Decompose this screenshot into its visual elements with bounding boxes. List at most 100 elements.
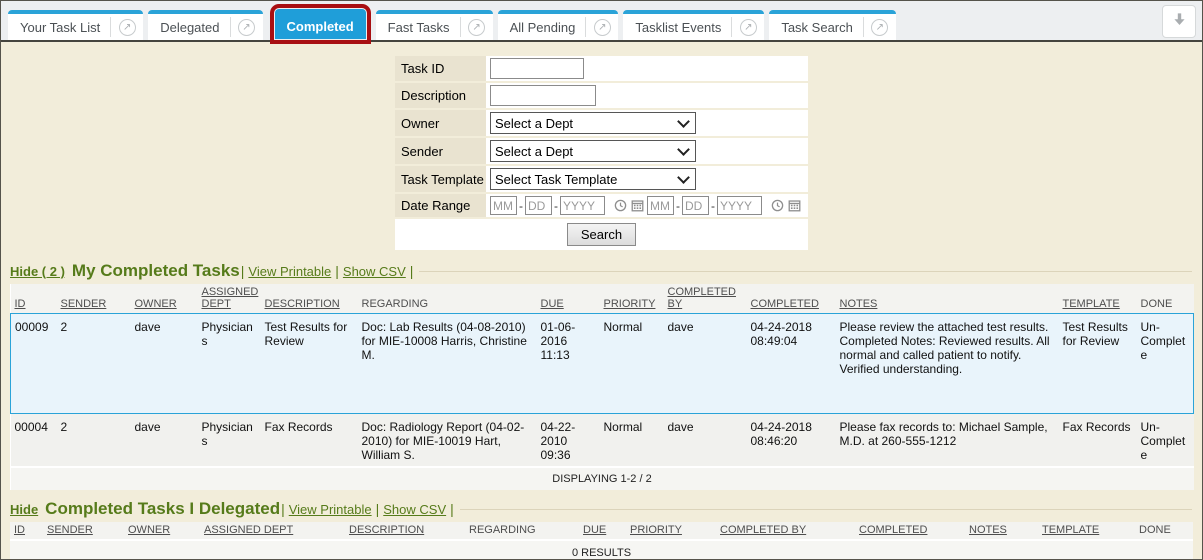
divider-line: [419, 270, 1192, 272]
col-header-priority[interactable]: PRIORITY: [626, 522, 716, 540]
open-in-new-window-icon[interactable]: ↗: [461, 18, 493, 36]
tab-tasklist-events[interactable]: Tasklist Events ↗: [623, 10, 765, 40]
tab-label: Your Task List: [20, 19, 101, 35]
task-template-select-wrap: Select Task Template: [490, 168, 696, 190]
tab-your-task-list[interactable]: Your Task List ↗: [8, 10, 144, 40]
tab-divider: [731, 17, 733, 37]
my-completed-tasks-header: Hide ( 2 ) My Completed Tasks | View Pri…: [10, 261, 1194, 281]
arrow-glyph: ↗: [739, 18, 757, 36]
open-in-new-window-icon[interactable]: ↗: [586, 18, 618, 36]
my-completed-tasks-table: ID SENDER OWNER ASSIGNED DEPT DESCRIPTIO…: [10, 284, 1194, 490]
task-id-input[interactable]: [490, 58, 584, 79]
col-header-due[interactable]: DUE: [579, 522, 626, 540]
cell-done-uncomplete-action[interactable]: Un-Complete: [1136, 313, 1194, 414]
description-input[interactable]: [490, 85, 596, 106]
paging-status: DISPLAYING 1-2 / 2: [10, 466, 1194, 490]
end-day-input[interactable]: [682, 196, 709, 215]
col-header-owner[interactable]: OWNER: [124, 522, 200, 540]
col-header-description[interactable]: DESCRIPTION: [345, 522, 465, 540]
cell-id: 00004: [14, 420, 48, 434]
tab-task-search[interactable]: Task Search ↗: [769, 10, 896, 40]
hide-link[interactable]: Hide: [10, 501, 39, 517]
start-time-clock-icon[interactable]: [614, 199, 627, 212]
separator: |: [409, 263, 414, 279]
arrow-glyph: ↗: [238, 18, 255, 36]
col-header-assigned-dept[interactable]: ASSIGNED DEPT: [197, 284, 261, 314]
end-month-input[interactable]: [647, 196, 674, 215]
separator: |: [281, 501, 285, 517]
description-row: Description: [395, 83, 808, 108]
cell-done-uncomplete-action[interactable]: Un-Complete: [1140, 420, 1186, 462]
tab-label: Delegated: [160, 19, 220, 35]
col-header-done: DONE: [1136, 284, 1194, 314]
cell-regarding: Doc: Radiology Report (04-02-2010) for M…: [361, 420, 525, 462]
open-in-new-window-icon[interactable]: ↗: [732, 18, 764, 36]
col-header-completed[interactable]: COMPLETED: [855, 522, 965, 540]
tab-delegated[interactable]: Delegated ↗: [148, 10, 263, 40]
col-header-sender[interactable]: SENDER: [56, 284, 131, 314]
view-printable-link[interactable]: View Printable: [288, 501, 372, 517]
tab-label: Fast Tasks: [387, 19, 450, 35]
cell-owner: dave: [134, 420, 161, 434]
col-header-id[interactable]: ID: [10, 284, 57, 314]
col-header-sender[interactable]: SENDER: [43, 522, 124, 540]
col-header-due[interactable]: DUE: [536, 284, 600, 314]
end-year-input[interactable]: [717, 196, 762, 215]
col-header-owner[interactable]: OWNER: [130, 284, 198, 314]
task-template-select[interactable]: Select Task Template: [490, 168, 696, 190]
delegated-completed-header: Hide Completed Tasks I Delegated | View …: [10, 499, 1194, 519]
open-in-new-window-icon[interactable]: ↗: [864, 18, 896, 36]
tab-divider: [229, 17, 231, 37]
sender-row: Sender Select a Dept: [395, 138, 808, 164]
arrow-glyph: ↗: [118, 18, 136, 36]
hide-link[interactable]: Hide ( 2 ): [10, 263, 65, 279]
cell-completed-by: dave: [667, 420, 694, 434]
tab-label: All Pending: [509, 19, 576, 35]
start-year-input[interactable]: [560, 196, 605, 215]
end-time-clock-icon[interactable]: [771, 199, 784, 212]
show-csv-link[interactable]: Show CSV: [342, 263, 406, 279]
owner-select[interactable]: Select a Dept: [490, 112, 696, 134]
col-header-template[interactable]: TEMPLATE: [1038, 522, 1135, 540]
tab-divider: [459, 17, 461, 37]
cell-priority: Normal: [603, 420, 643, 434]
col-header-completed-by[interactable]: COMPLETED BY: [663, 284, 747, 314]
col-header-completed-by[interactable]: COMPLETED BY: [716, 522, 855, 540]
end-date-calendar-icon[interactable]: [788, 199, 801, 212]
tab-label: Tasklist Events: [635, 19, 722, 35]
arrow-glyph: ↗: [468, 18, 486, 36]
cell-regarding: Doc: Lab Results (04-08-2010) for MIE-10…: [357, 313, 537, 414]
open-in-new-window-icon[interactable]: ↗: [111, 18, 143, 36]
table-header-row: ID SENDER OWNER ASSIGNED DEPT DESCRIPTIO…: [10, 284, 1194, 314]
search-button[interactable]: Search: [566, 223, 637, 246]
tab-all-pending[interactable]: All Pending ↗: [497, 10, 619, 40]
tab-fast-tasks[interactable]: Fast Tasks ↗: [375, 10, 493, 40]
sender-select[interactable]: Select a Dept: [490, 140, 696, 162]
show-csv-link[interactable]: Show CSV: [383, 501, 447, 517]
table-row-selected[interactable]: 00009 2 dave Physicians Test Results for…: [10, 313, 1194, 414]
open-in-new-window-icon[interactable]: ↗: [231, 18, 263, 36]
view-printable-link[interactable]: View Printable: [248, 263, 332, 279]
start-date-calendar-icon[interactable]: [631, 199, 644, 212]
paging-row: DISPLAYING 1-2 / 2: [10, 466, 1194, 490]
start-day-input[interactable]: [525, 196, 552, 215]
col-header-description[interactable]: DESCRIPTION: [260, 284, 358, 314]
arrow-glyph: ↗: [871, 18, 889, 36]
col-header-assigned-dept[interactable]: ASSIGNED DEPT: [200, 522, 345, 540]
col-header-priority[interactable]: PRIORITY: [599, 284, 664, 314]
col-header-notes[interactable]: NOTES: [965, 522, 1038, 540]
description-label: Description: [395, 83, 486, 108]
section-title: Completed Tasks I Delegated: [45, 499, 281, 518]
tab-divider: [862, 17, 864, 37]
start-month-input[interactable]: [490, 196, 517, 215]
table-row[interactable]: 00004 2 dave Physicians Fax Records Doc:…: [10, 413, 1194, 467]
date-dash: -: [711, 198, 715, 213]
download-button[interactable]: [1162, 5, 1196, 38]
separator: |: [335, 263, 339, 279]
col-header-template[interactable]: TEMPLATE: [1058, 284, 1137, 314]
date-range-row: Date Range - - - -: [395, 194, 808, 217]
col-header-id[interactable]: ID: [10, 522, 43, 540]
col-header-completed[interactable]: COMPLETED: [746, 284, 836, 314]
tab-completed-selected-highlighted[interactable]: Completed: [269, 4, 371, 44]
col-header-notes[interactable]: NOTES: [835, 284, 1059, 314]
